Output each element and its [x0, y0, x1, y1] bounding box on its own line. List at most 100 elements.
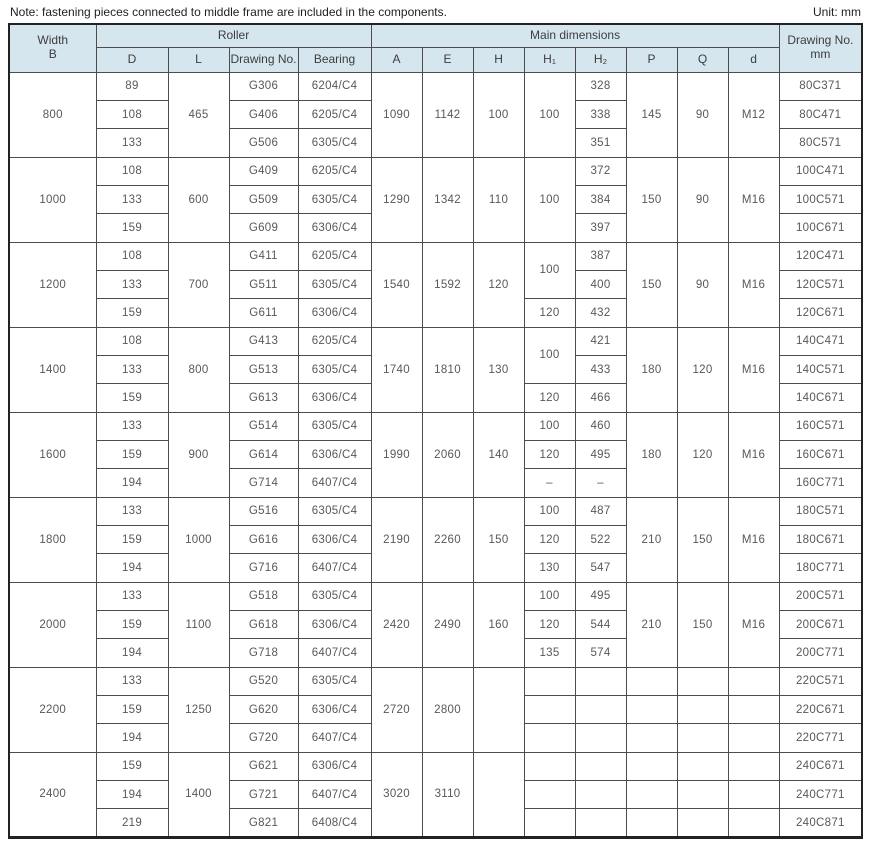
cell-q [676, 723, 729, 753]
cell-bearing: 6305/C4 [297, 411, 372, 441]
table-row: 108 G406 6205/C4 338 80C471 [9, 99, 863, 130]
cell-a: 2420 [370, 581, 423, 668]
cell-bearing: 6306/C4 [297, 695, 372, 725]
cell-h2: 460 [574, 411, 627, 441]
cell-a: 1740 [370, 326, 423, 413]
cell-h2: 387 [574, 241, 627, 271]
cell-roller-drawing-no: G306 [228, 71, 299, 101]
cell-e: 2060 [421, 411, 474, 498]
cell-d: 133 [95, 496, 169, 527]
cell-bearing: 6305/C4 [297, 184, 372, 215]
cell-drawing-no: 200C771 [778, 638, 863, 668]
cell-h2: 432 [574, 298, 627, 328]
cell-h1: 100 [523, 71, 576, 158]
cell-roller-drawing-no: G406 [228, 99, 299, 130]
table-row: 159 G614 6306/C4 120 495 160C671 [9, 439, 863, 470]
cell-d: 159 [95, 383, 169, 413]
cell-h2 [574, 723, 627, 753]
cell-h1 [523, 751, 576, 782]
cell-d: 159 [95, 298, 169, 328]
cell-p [625, 695, 678, 725]
cell-d: 133 [95, 184, 169, 215]
table-row: 800 89 465 G306 6204/C4 1090 1142 100 100 328 145 9… [8, 71, 863, 158]
col-header-drawing-no-mm: Drawing No. mm [778, 23, 863, 73]
cell-bearing: 6407/C4 [297, 780, 372, 810]
cell-h2 [574, 780, 627, 810]
cell-e: 2490 [421, 581, 474, 668]
cell-a: 3020 [370, 751, 423, 838]
cell-d: 159 [95, 751, 169, 782]
cell-d-thread: M16 [727, 326, 780, 413]
cell-q [676, 751, 729, 782]
cell-roller-drawing-no: G609 [228, 213, 299, 243]
col-header-L: L [167, 46, 230, 73]
col-header-d-small: d [727, 46, 780, 73]
cell-l: 1400 [167, 751, 230, 838]
cell-d-thread [727, 808, 780, 838]
table-row: 2000 133 1100 G518 6305/C4 2420 2490 160 100 495 2… [8, 581, 863, 668]
cell-l: 1000 [167, 496, 230, 583]
cell-roller-drawing-no: G614 [228, 439, 299, 470]
table-row: 2200 133 1250 G520 6305/C4 2720 2800 220C571 [8, 666, 863, 753]
table-row: 1800 133 1000 G516 6305/C4 2190 2260 150 100 487 2… [8, 496, 863, 583]
cell-roller-drawing-no: G611 [228, 298, 299, 328]
cell-h2: 522 [574, 524, 627, 555]
cell-h1: 120 [523, 439, 576, 470]
cell-d: 108 [95, 156, 169, 186]
cell-roller-drawing-no: G718 [228, 638, 299, 668]
cell-roller-drawing-no: G411 [228, 241, 299, 271]
cell-d-thread: M12 [727, 71, 780, 158]
cell-p: 150 [625, 156, 678, 243]
cell-roller-drawing-no: G509 [228, 184, 299, 215]
table-row: 1000 108 600 G409 6205/C4 1290 1342 110 100 372 15… [8, 156, 863, 243]
cell-width-b: 2000 [8, 581, 97, 668]
cell-bearing: 6306/C4 [297, 439, 372, 470]
cell-h: 160 [472, 581, 525, 668]
cell-h: 120 [472, 241, 525, 328]
cell-bearing: 6205/C4 [297, 156, 372, 186]
cell-drawing-no: 80C571 [778, 128, 863, 158]
cell-p [625, 780, 678, 810]
cell-drawing-no: 200C571 [778, 581, 863, 612]
col-header-D: D [95, 46, 169, 73]
cell-l: 800 [167, 326, 230, 413]
cell-bearing: 6205/C4 [297, 241, 372, 271]
cell-d: 159 [95, 439, 169, 470]
cell-l: 1250 [167, 666, 230, 753]
table-row: 159 G618 6306/C4 120 544 200C671 [9, 610, 863, 640]
cell-h1: 120 [523, 383, 576, 413]
cell-h: 150 [472, 496, 525, 583]
col-header-P: P [625, 46, 678, 73]
cell-roller-drawing-no: G409 [228, 156, 299, 186]
cell-drawing-no: 140C671 [778, 383, 863, 413]
cell-width-b: 1600 [8, 411, 97, 498]
cell-l: 700 [167, 241, 230, 328]
drawing-no-label-line2: mm [810, 47, 831, 62]
cell-q [676, 695, 729, 725]
cell-roller-drawing-no: G618 [228, 610, 299, 640]
cell-d: 108 [95, 99, 169, 130]
cell-roller-drawing-no: G413 [228, 326, 299, 356]
cell-roller-drawing-no: G514 [228, 411, 299, 441]
cell-bearing: 6407/C4 [297, 468, 372, 498]
header-row-groups: Width B Roller Main dimensions Drawing N… [8, 23, 863, 73]
cell-bearing: 6306/C4 [297, 383, 372, 413]
cell-drawing-no: 80C471 [778, 99, 863, 130]
cell-drawing-no: 120C471 [778, 241, 863, 271]
col-header-H2: H₂ [574, 46, 627, 73]
cell-h1: 100 [523, 581, 576, 612]
cell-h: 140 [472, 411, 525, 498]
cell-a: 1540 [370, 241, 423, 328]
table-row: 159 G609 6306/C4 397 100C671 [9, 213, 863, 243]
cell-h1: 100 [523, 326, 576, 385]
cell-d: 159 [95, 610, 169, 640]
cell-q: 150 [676, 496, 729, 583]
cell-bearing: 6205/C4 [297, 326, 372, 356]
cell-d-thread: M16 [727, 156, 780, 243]
cell-roller-drawing-no: G518 [228, 581, 299, 612]
col-header-roller: Roller [95, 23, 372, 48]
cell-width-b: 1800 [8, 496, 97, 583]
col-header-H1: H₁ [523, 46, 576, 73]
cell-p [625, 751, 678, 782]
